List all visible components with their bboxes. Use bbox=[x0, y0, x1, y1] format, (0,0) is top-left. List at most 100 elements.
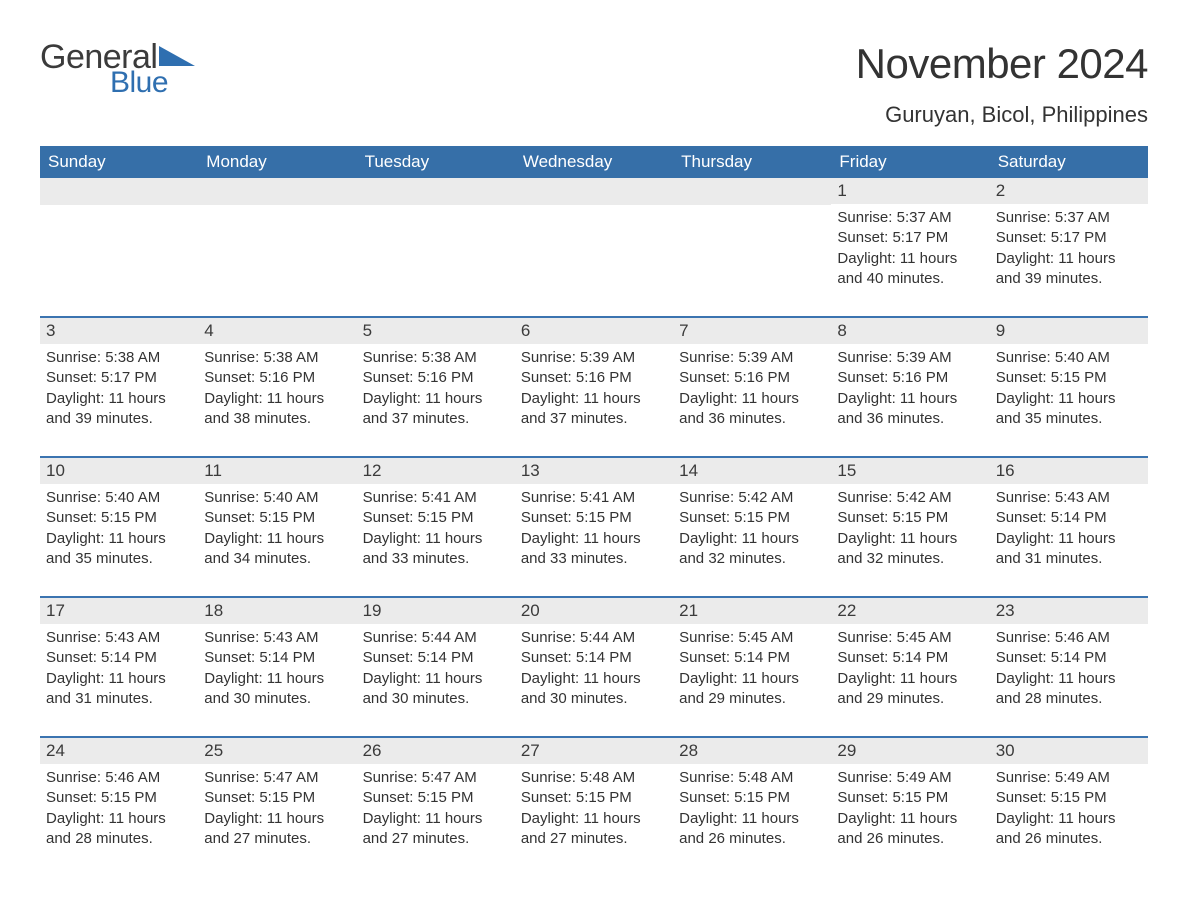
day-number bbox=[40, 178, 198, 205]
day-number: 13 bbox=[515, 458, 673, 484]
cell-body: Sunrise: 5:43 AMSunset: 5:14 PMDaylight:… bbox=[198, 624, 356, 715]
location: Guruyan, Bicol, Philippines bbox=[856, 102, 1148, 128]
cell-body: Sunrise: 5:49 AMSunset: 5:15 PMDaylight:… bbox=[831, 764, 989, 855]
sunrise-text: Sunrise: 5:43 AM bbox=[996, 488, 1142, 508]
sunrise-text: Sunrise: 5:37 AM bbox=[996, 208, 1142, 228]
cell-body: Sunrise: 5:39 AMSunset: 5:16 PMDaylight:… bbox=[831, 344, 989, 435]
sunrise-text: Sunrise: 5:40 AM bbox=[204, 488, 350, 508]
sunset-text: Sunset: 5:16 PM bbox=[837, 368, 983, 388]
cell-body: Sunrise: 5:44 AMSunset: 5:14 PMDaylight:… bbox=[515, 624, 673, 715]
daylight-text: Daylight: 11 hours and 27 minutes. bbox=[204, 809, 350, 850]
sunrise-text: Sunrise: 5:47 AM bbox=[204, 768, 350, 788]
sunset-text: Sunset: 5:15 PM bbox=[679, 788, 825, 808]
sunrise-text: Sunrise: 5:41 AM bbox=[521, 488, 667, 508]
sunset-text: Sunset: 5:14 PM bbox=[837, 648, 983, 668]
day-header-wednesday: Wednesday bbox=[515, 146, 673, 178]
sunset-text: Sunset: 5:14 PM bbox=[996, 648, 1142, 668]
day-number: 7 bbox=[673, 318, 831, 344]
cell-body: Sunrise: 5:49 AMSunset: 5:15 PMDaylight:… bbox=[990, 764, 1148, 855]
sunset-text: Sunset: 5:14 PM bbox=[521, 648, 667, 668]
daylight-text: Daylight: 11 hours and 32 minutes. bbox=[837, 529, 983, 570]
sunset-text: Sunset: 5:15 PM bbox=[996, 368, 1142, 388]
month-title: November 2024 bbox=[856, 40, 1148, 88]
header: General Blue November 2024 Guruyan, Bico… bbox=[40, 40, 1148, 128]
sunset-text: Sunset: 5:14 PM bbox=[679, 648, 825, 668]
calendar-cell: 28Sunrise: 5:48 AMSunset: 5:15 PMDayligh… bbox=[673, 738, 831, 858]
day-header-thursday: Thursday bbox=[673, 146, 831, 178]
day-header-monday: Monday bbox=[198, 146, 356, 178]
sunset-text: Sunset: 5:17 PM bbox=[996, 228, 1142, 248]
day-number: 28 bbox=[673, 738, 831, 764]
sunrise-text: Sunrise: 5:38 AM bbox=[363, 348, 509, 368]
sunrise-text: Sunrise: 5:48 AM bbox=[521, 768, 667, 788]
day-header-tuesday: Tuesday bbox=[357, 146, 515, 178]
sunrise-text: Sunrise: 5:47 AM bbox=[363, 768, 509, 788]
calendar-cell: 2Sunrise: 5:37 AMSunset: 5:17 PMDaylight… bbox=[990, 178, 1148, 298]
calendar-cell bbox=[40, 178, 198, 298]
day-number: 30 bbox=[990, 738, 1148, 764]
daylight-text: Daylight: 11 hours and 35 minutes. bbox=[996, 389, 1142, 430]
sunset-text: Sunset: 5:15 PM bbox=[204, 508, 350, 528]
cell-body: Sunrise: 5:39 AMSunset: 5:16 PMDaylight:… bbox=[673, 344, 831, 435]
calendar-cell: 12Sunrise: 5:41 AMSunset: 5:15 PMDayligh… bbox=[357, 458, 515, 578]
sunrise-text: Sunrise: 5:39 AM bbox=[837, 348, 983, 368]
calendar-cell: 24Sunrise: 5:46 AMSunset: 5:15 PMDayligh… bbox=[40, 738, 198, 858]
sunrise-text: Sunrise: 5:37 AM bbox=[837, 208, 983, 228]
cell-body: Sunrise: 5:47 AMSunset: 5:15 PMDaylight:… bbox=[198, 764, 356, 855]
cell-body: Sunrise: 5:40 AMSunset: 5:15 PMDaylight:… bbox=[40, 484, 198, 575]
day-number: 19 bbox=[357, 598, 515, 624]
calendar-cell: 21Sunrise: 5:45 AMSunset: 5:14 PMDayligh… bbox=[673, 598, 831, 718]
daylight-text: Daylight: 11 hours and 37 minutes. bbox=[521, 389, 667, 430]
sunrise-text: Sunrise: 5:44 AM bbox=[521, 628, 667, 648]
weeks-container: 1Sunrise: 5:37 AMSunset: 5:17 PMDaylight… bbox=[40, 178, 1148, 858]
daylight-text: Daylight: 11 hours and 26 minutes. bbox=[837, 809, 983, 850]
daylight-text: Daylight: 11 hours and 27 minutes. bbox=[363, 809, 509, 850]
daylight-text: Daylight: 11 hours and 31 minutes. bbox=[46, 669, 192, 710]
day-number: 8 bbox=[831, 318, 989, 344]
cell-body: Sunrise: 5:42 AMSunset: 5:15 PMDaylight:… bbox=[673, 484, 831, 575]
sunset-text: Sunset: 5:15 PM bbox=[204, 788, 350, 808]
cell-body: Sunrise: 5:45 AMSunset: 5:14 PMDaylight:… bbox=[831, 624, 989, 715]
sunrise-text: Sunrise: 5:39 AM bbox=[679, 348, 825, 368]
daylight-text: Daylight: 11 hours and 28 minutes. bbox=[46, 809, 192, 850]
sunset-text: Sunset: 5:14 PM bbox=[46, 648, 192, 668]
sunset-text: Sunset: 5:15 PM bbox=[837, 788, 983, 808]
day-number: 21 bbox=[673, 598, 831, 624]
sunset-text: Sunset: 5:15 PM bbox=[837, 508, 983, 528]
daylight-text: Daylight: 11 hours and 29 minutes. bbox=[837, 669, 983, 710]
sunset-text: Sunset: 5:15 PM bbox=[46, 788, 192, 808]
calendar-cell: 8Sunrise: 5:39 AMSunset: 5:16 PMDaylight… bbox=[831, 318, 989, 438]
day-header-saturday: Saturday bbox=[990, 146, 1148, 178]
calendar-cell: 14Sunrise: 5:42 AMSunset: 5:15 PMDayligh… bbox=[673, 458, 831, 578]
cell-body: Sunrise: 5:38 AMSunset: 5:16 PMDaylight:… bbox=[357, 344, 515, 435]
sunrise-text: Sunrise: 5:38 AM bbox=[46, 348, 192, 368]
sunrise-text: Sunrise: 5:38 AM bbox=[204, 348, 350, 368]
cell-body: Sunrise: 5:37 AMSunset: 5:17 PMDaylight:… bbox=[831, 204, 989, 295]
cell-body: Sunrise: 5:38 AMSunset: 5:17 PMDaylight:… bbox=[40, 344, 198, 435]
page: General Blue November 2024 Guruyan, Bico… bbox=[0, 0, 1188, 888]
sunrise-text: Sunrise: 5:49 AM bbox=[996, 768, 1142, 788]
day-number: 6 bbox=[515, 318, 673, 344]
calendar-cell: 30Sunrise: 5:49 AMSunset: 5:15 PMDayligh… bbox=[990, 738, 1148, 858]
calendar-cell: 10Sunrise: 5:40 AMSunset: 5:15 PMDayligh… bbox=[40, 458, 198, 578]
calendar-cell: 22Sunrise: 5:45 AMSunset: 5:14 PMDayligh… bbox=[831, 598, 989, 718]
sunset-text: Sunset: 5:15 PM bbox=[363, 788, 509, 808]
cell-body: Sunrise: 5:40 AMSunset: 5:15 PMDaylight:… bbox=[198, 484, 356, 575]
calendar-cell bbox=[515, 178, 673, 298]
sunrise-text: Sunrise: 5:49 AM bbox=[837, 768, 983, 788]
day-header-row: Sunday Monday Tuesday Wednesday Thursday… bbox=[40, 146, 1148, 178]
sunset-text: Sunset: 5:17 PM bbox=[46, 368, 192, 388]
calendar-cell bbox=[198, 178, 356, 298]
daylight-text: Daylight: 11 hours and 32 minutes. bbox=[679, 529, 825, 570]
calendar-cell: 9Sunrise: 5:40 AMSunset: 5:15 PMDaylight… bbox=[990, 318, 1148, 438]
week-row: 24Sunrise: 5:46 AMSunset: 5:15 PMDayligh… bbox=[40, 736, 1148, 858]
calendar-cell: 4Sunrise: 5:38 AMSunset: 5:16 PMDaylight… bbox=[198, 318, 356, 438]
logo-text-blue: Blue bbox=[110, 68, 195, 98]
week-row: 10Sunrise: 5:40 AMSunset: 5:15 PMDayligh… bbox=[40, 456, 1148, 578]
day-number: 20 bbox=[515, 598, 673, 624]
day-header-friday: Friday bbox=[831, 146, 989, 178]
sunset-text: Sunset: 5:15 PM bbox=[363, 508, 509, 528]
cell-body: Sunrise: 5:48 AMSunset: 5:15 PMDaylight:… bbox=[673, 764, 831, 855]
day-number: 22 bbox=[831, 598, 989, 624]
day-number: 24 bbox=[40, 738, 198, 764]
